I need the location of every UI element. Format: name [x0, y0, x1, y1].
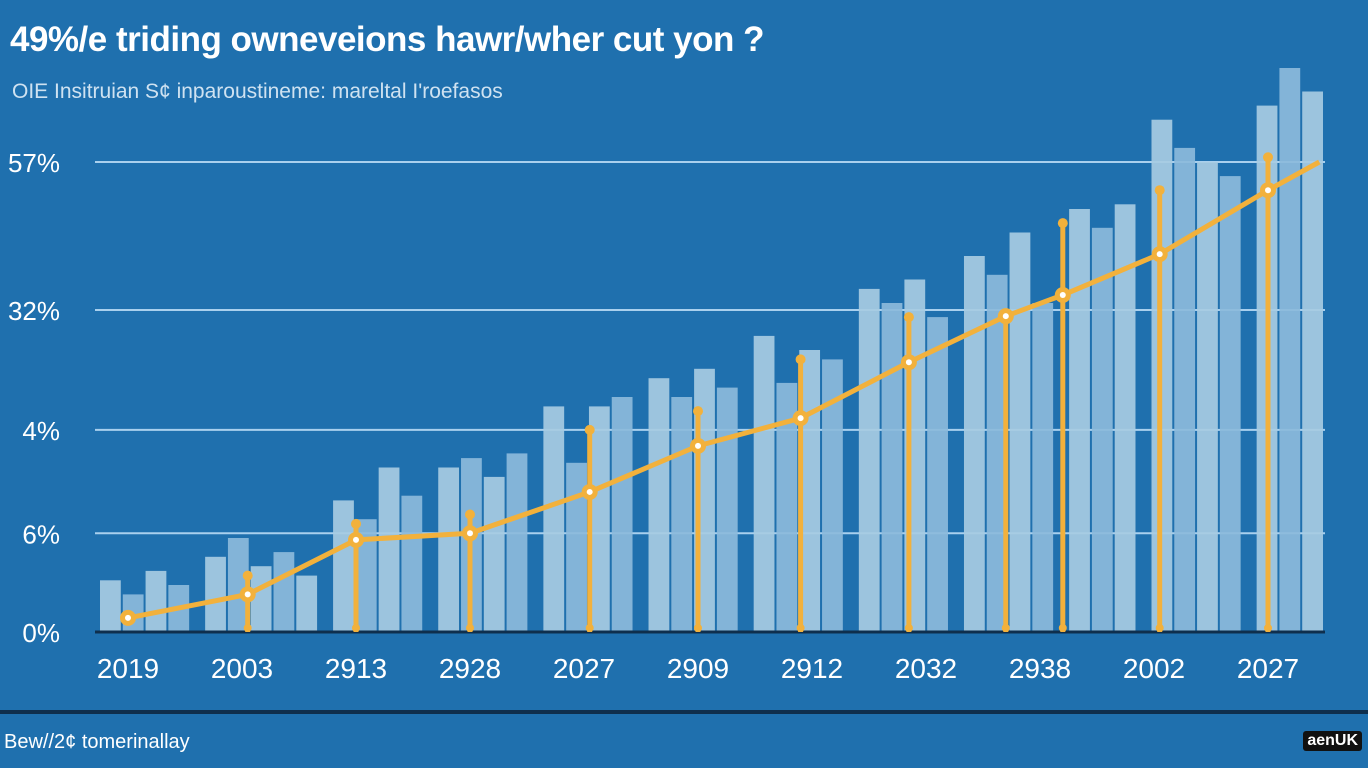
chart-title: 49%/e triding owneveions hawr/wher cut y… — [10, 20, 764, 59]
x-tick-label: 2938 — [1009, 653, 1071, 684]
line-point-center — [244, 591, 251, 598]
stem-cap — [584, 424, 595, 435]
footer-text: Bew//2¢ tomerinallay — [4, 731, 190, 753]
stem-cap — [351, 518, 361, 529]
bar — [333, 500, 354, 632]
bar — [1219, 176, 1241, 632]
bar — [1032, 303, 1054, 632]
y-tick-label: 0% — [22, 618, 60, 648]
bar — [100, 580, 121, 632]
bar — [881, 303, 903, 632]
bar — [776, 382, 798, 632]
stem-base — [796, 624, 805, 632]
x-tick-label: 2027 — [553, 653, 615, 684]
line-point-center — [1156, 251, 1163, 258]
y-tick-label: 6% — [22, 519, 60, 549]
x-tick-label: 2003 — [211, 653, 273, 684]
x-tick-label: 2912 — [781, 653, 843, 684]
chart-subtitle: OIE Insitruian S¢ inparoustineme: marelt… — [12, 80, 503, 103]
brand-logo: aenUK — [1303, 731, 1362, 751]
bar — [858, 288, 880, 632]
x-tick-label: 2027 — [1237, 653, 1299, 684]
stem-cap — [242, 570, 253, 581]
line-point-center — [1059, 292, 1066, 299]
x-tick-label: 2019 — [97, 653, 159, 684]
bar — [205, 556, 226, 632]
stem-base — [352, 624, 360, 632]
bar — [648, 378, 670, 632]
bar — [1009, 232, 1031, 632]
bar — [1174, 147, 1196, 632]
bar — [401, 495, 423, 632]
stem-cap — [693, 406, 703, 417]
bar — [273, 552, 295, 632]
bar — [611, 397, 633, 632]
stem-base — [904, 624, 913, 632]
line-point-center — [905, 359, 912, 366]
bar — [716, 387, 738, 632]
stem-cap — [1263, 152, 1273, 163]
bar — [1302, 91, 1323, 632]
stem-cap — [465, 509, 475, 520]
line-point-center — [1002, 313, 1009, 320]
bar — [355, 519, 377, 632]
bar — [822, 359, 843, 632]
stem-cap — [795, 354, 806, 365]
y-tick-label: 4% — [22, 416, 60, 446]
x-tick-label: 2909 — [667, 653, 729, 684]
stem-base — [1001, 624, 1010, 632]
bar — [963, 256, 985, 632]
line-point-center — [353, 536, 359, 543]
line-point-center — [467, 530, 473, 537]
bar — [227, 538, 249, 632]
line-point-center — [586, 488, 593, 495]
line-point-center — [125, 614, 131, 621]
line-point-center — [1265, 187, 1271, 194]
y-tick-label: 57% — [8, 148, 60, 178]
stem-cap — [1154, 185, 1165, 196]
bar — [1114, 204, 1136, 633]
stem-base — [243, 624, 252, 632]
bar — [506, 453, 528, 632]
footer-divider — [0, 710, 1368, 714]
bar — [1197, 162, 1218, 632]
stem-base — [466, 624, 474, 632]
x-tick-label: 2928 — [439, 653, 501, 684]
x-tick-label: 2032 — [895, 653, 957, 684]
bar — [566, 462, 587, 632]
bar — [1279, 68, 1301, 632]
bar — [671, 397, 693, 632]
stem-base — [694, 624, 702, 632]
bar — [753, 335, 775, 632]
bar — [483, 476, 505, 632]
stem-cap — [1057, 218, 1068, 229]
stem-base — [1058, 624, 1067, 632]
stem-base — [1264, 624, 1272, 632]
stem-base — [1155, 624, 1164, 632]
bar — [1069, 209, 1090, 632]
stem-base — [585, 624, 594, 632]
bar — [588, 406, 610, 632]
x-tick-label: 2002 — [1123, 653, 1185, 684]
bar — [927, 317, 948, 632]
bar — [438, 467, 460, 632]
stem-cap — [903, 312, 914, 323]
bar — [543, 406, 565, 632]
bar — [145, 570, 167, 632]
line-point-center — [797, 415, 804, 422]
bar — [986, 274, 1008, 632]
x-tick-label: 2913 — [325, 653, 387, 684]
line-point-center — [695, 442, 701, 449]
bar — [296, 575, 318, 632]
y-tick-label: 32% — [8, 296, 60, 326]
bar — [378, 467, 400, 632]
bar — [1091, 227, 1113, 633]
